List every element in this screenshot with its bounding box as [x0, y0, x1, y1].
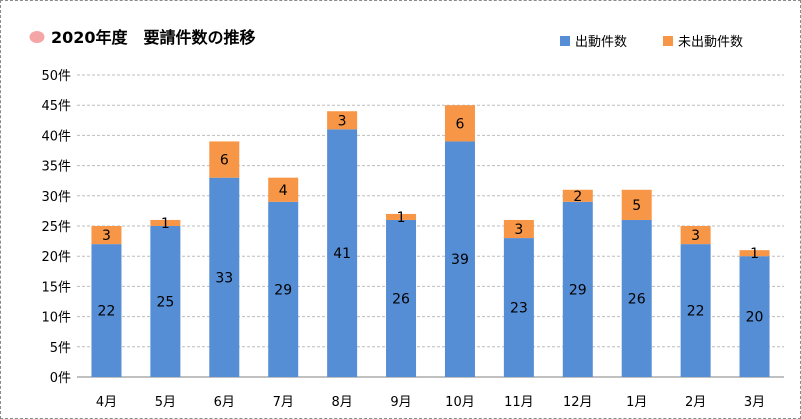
y-tick-label: 45件: [41, 99, 71, 114]
y-tick-label: 50件: [41, 69, 71, 84]
bar-dispatched: [621, 219, 652, 377]
y-tick-label: 10件: [41, 311, 71, 326]
bar-dispatched: [444, 141, 475, 377]
bar-not-dispatched: [268, 177, 299, 202]
bar-value-label: 22: [98, 304, 116, 320]
y-tick-label: 5件: [50, 341, 71, 356]
legend-label-0: 出動件数: [575, 35, 627, 50]
bar-value-label: 29: [569, 282, 587, 298]
bar-not-dispatched: [327, 111, 358, 130]
bar-value-label: 1: [750, 246, 759, 262]
bar-value-label: 1: [161, 216, 170, 232]
bar-value-label: 29: [274, 282, 292, 298]
x-tick-label: 10月: [445, 395, 475, 410]
bar-dispatched: [562, 201, 593, 377]
bar-not-dispatched: [562, 189, 593, 202]
x-tick-label: 7月: [273, 395, 294, 410]
x-tick-label: 2月: [685, 395, 706, 410]
bar-value-label: 6: [220, 153, 229, 169]
bar-value-label: 41: [333, 246, 351, 262]
x-tick-label: 1月: [626, 395, 647, 410]
bar-not-dispatched: [680, 226, 711, 245]
bar-not-dispatched: [150, 219, 181, 226]
bar-value-label: 1: [397, 210, 406, 226]
bar-not-dispatched: [503, 219, 534, 239]
bar-dispatched: [327, 129, 358, 377]
x-tick-label: 9月: [390, 395, 411, 410]
x-tick-label: 11月: [504, 395, 534, 410]
x-tick-label: 12月: [563, 395, 593, 410]
bar-not-dispatched: [444, 105, 475, 142]
bar-value-label: 5: [632, 198, 641, 214]
bar-not-dispatched: [386, 213, 417, 220]
x-tick-label: 5月: [155, 395, 176, 410]
legend-swatch-1: [663, 36, 673, 46]
bar-value-label: 26: [628, 291, 646, 307]
bar-dispatched: [209, 177, 240, 377]
bar-value-label: 2: [573, 189, 582, 205]
bar-value-label: 3: [338, 113, 347, 129]
bar-dispatched: [680, 244, 711, 377]
y-tick-label: 35件: [41, 160, 71, 175]
bar-not-dispatched: [209, 141, 240, 178]
bar-dispatched: [386, 219, 417, 377]
gridlines: [77, 74, 784, 378]
bar-value-label: 22: [687, 304, 705, 320]
title-marker-icon: [29, 31, 45, 43]
x-tick-label: 4月: [96, 395, 117, 410]
bar-value-label: 26: [392, 291, 410, 307]
bar-value-label: 3: [102, 228, 111, 244]
legend: 出動件数 未出動件数: [560, 35, 743, 50]
x-tick-label: 8月: [331, 395, 352, 410]
x-axis: 4月 5月 6月 7月 8月 9月 10月 11月 12月 1月 2月 3月: [96, 395, 765, 410]
y-tick-label: 25件: [41, 220, 71, 235]
chart-title: 2020年度 要請件数の推移: [51, 28, 256, 47]
bar-dispatched: [503, 238, 534, 377]
bars: 22 3 25 1 33 6 29 4 41 3 26 1 39 6 23 3 29 2 26 5 22 3 20 1: [91, 105, 770, 377]
bar-value-label: 23: [510, 301, 528, 317]
bar-not-dispatched: [621, 189, 652, 220]
y-axis: 0件 5件 10件 15件 20件 25件 30件 35件 40件 45件 50件: [41, 69, 71, 386]
legend-swatch-0: [560, 36, 570, 46]
bar-value-label: 39: [451, 252, 469, 268]
y-tick-label: 40件: [41, 129, 71, 144]
bar-value-label: 6: [455, 116, 464, 132]
x-tick-label: 6月: [214, 395, 235, 410]
bar-dispatched: [91, 244, 122, 377]
bar-value-label: 33: [215, 270, 233, 286]
bar-dispatched: [150, 226, 181, 377]
legend-label-1: 未出動件数: [678, 35, 743, 50]
bar-value-label: 25: [156, 295, 174, 311]
bar-not-dispatched: [91, 226, 122, 245]
bar-value-label: 20: [746, 310, 764, 326]
y-tick-label: 20件: [41, 250, 71, 265]
y-tick-label: 15件: [41, 280, 71, 295]
bar-not-dispatched: [739, 250, 770, 257]
bar-value-label: 3: [691, 228, 700, 244]
chart-title-group: 2020年度 要請件数の推移: [29, 28, 256, 47]
y-tick-label: 0件: [50, 371, 71, 386]
bar-dispatched: [739, 256, 770, 377]
bar-dispatched: [268, 201, 299, 377]
bar-value-label: 4: [279, 183, 288, 199]
bar-value-label: 3: [514, 222, 523, 238]
x-tick-label: 3月: [744, 395, 765, 410]
y-tick-label: 30件: [41, 190, 71, 205]
